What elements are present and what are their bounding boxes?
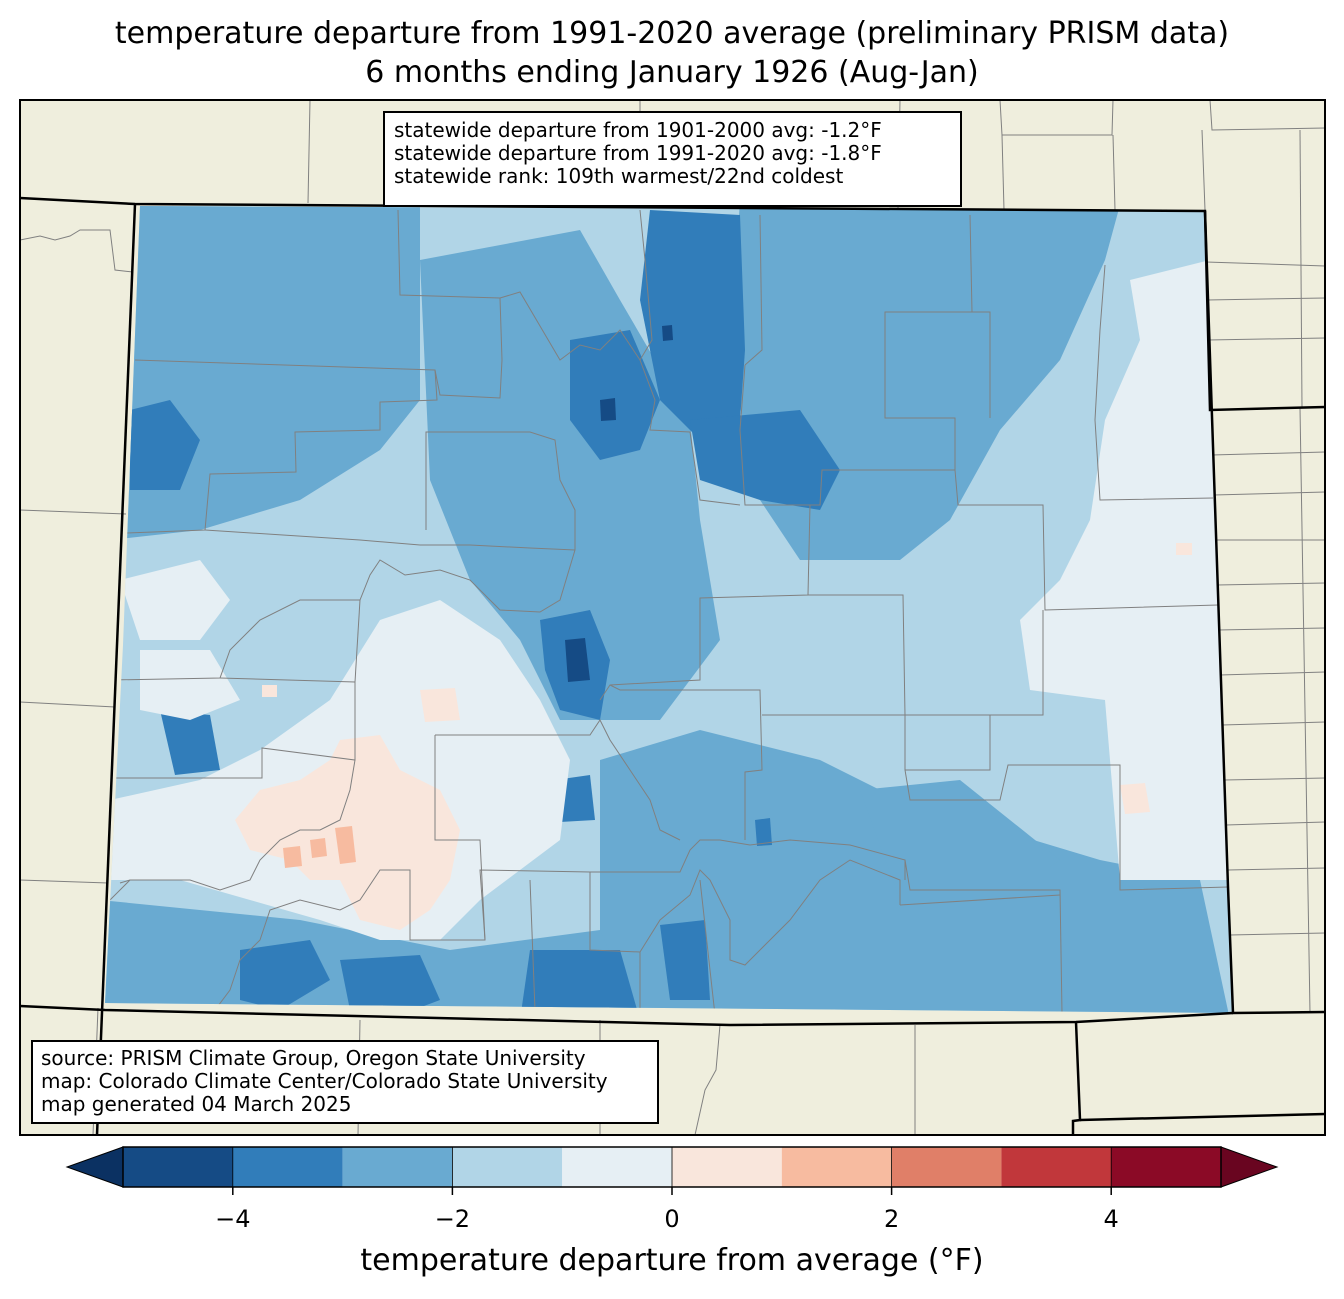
map-title-line-2: 6 months ending January 1926 (Aug-Jan) bbox=[365, 55, 979, 90]
colorbar-bins bbox=[123, 1147, 1221, 1187]
source-credits-box: source: PRISM Climate Group, Oregon Stat… bbox=[31, 1040, 659, 1124]
state-boundaries bbox=[20, 196, 1325, 1135]
colorbar-tick-label: −2 bbox=[434, 1205, 471, 1233]
colorbar-tick-label: 0 bbox=[664, 1205, 680, 1233]
stats-line-departure-1991-2020: statewide departure from 1991-2020 avg: … bbox=[394, 141, 882, 165]
colorbar-ticks bbox=[232, 1147, 1112, 1195]
colorbar-tick-label: 2 bbox=[883, 1205, 900, 1233]
colorbar-bin-1 bbox=[232, 1147, 343, 1187]
stats-line-departure-1901-2000: statewide departure from 1901-2000 avg: … bbox=[394, 118, 882, 142]
colorbar-bin-4 bbox=[562, 1147, 672, 1187]
colorbar-under-arrow bbox=[65, 1146, 124, 1188]
map-credit-line: map: Colorado Climate Center/Colorado St… bbox=[41, 1069, 608, 1093]
generated-date-line: map generated 04 March 2025 bbox=[41, 1092, 352, 1116]
map-title-line-1: temperature departure from 1991-2020 ave… bbox=[114, 16, 1230, 51]
colorbar-bin-3 bbox=[452, 1147, 563, 1187]
source-line: source: PRISM Climate Group, Oregon Stat… bbox=[41, 1046, 586, 1070]
colorbar-bin-0 bbox=[123, 1147, 233, 1187]
colorbar-bin-9 bbox=[1111, 1147, 1221, 1187]
colorbar-bin-5 bbox=[672, 1147, 782, 1187]
stats-line-rank: statewide rank: 109th warmest/22nd colde… bbox=[394, 164, 844, 188]
colorbar-label: temperature departure from average (°F) bbox=[360, 1243, 984, 1278]
colorbar-bin-6 bbox=[781, 1147, 892, 1187]
colorbar-over-arrow bbox=[1220, 1146, 1279, 1188]
statewide-stats-box: statewide departure from 1901-2000 avg: … bbox=[383, 111, 962, 207]
map-frame bbox=[19, 99, 1326, 1136]
colorbar-bin-7 bbox=[891, 1147, 1002, 1187]
colorbar-bin-2 bbox=[342, 1147, 453, 1187]
colorbar-bin-8 bbox=[1001, 1147, 1112, 1187]
colorbar-tick-label: 4 bbox=[1103, 1205, 1119, 1233]
colorado-county-lines bbox=[109, 209, 1229, 1013]
colorbar-tick-label: −4 bbox=[215, 1205, 251, 1233]
